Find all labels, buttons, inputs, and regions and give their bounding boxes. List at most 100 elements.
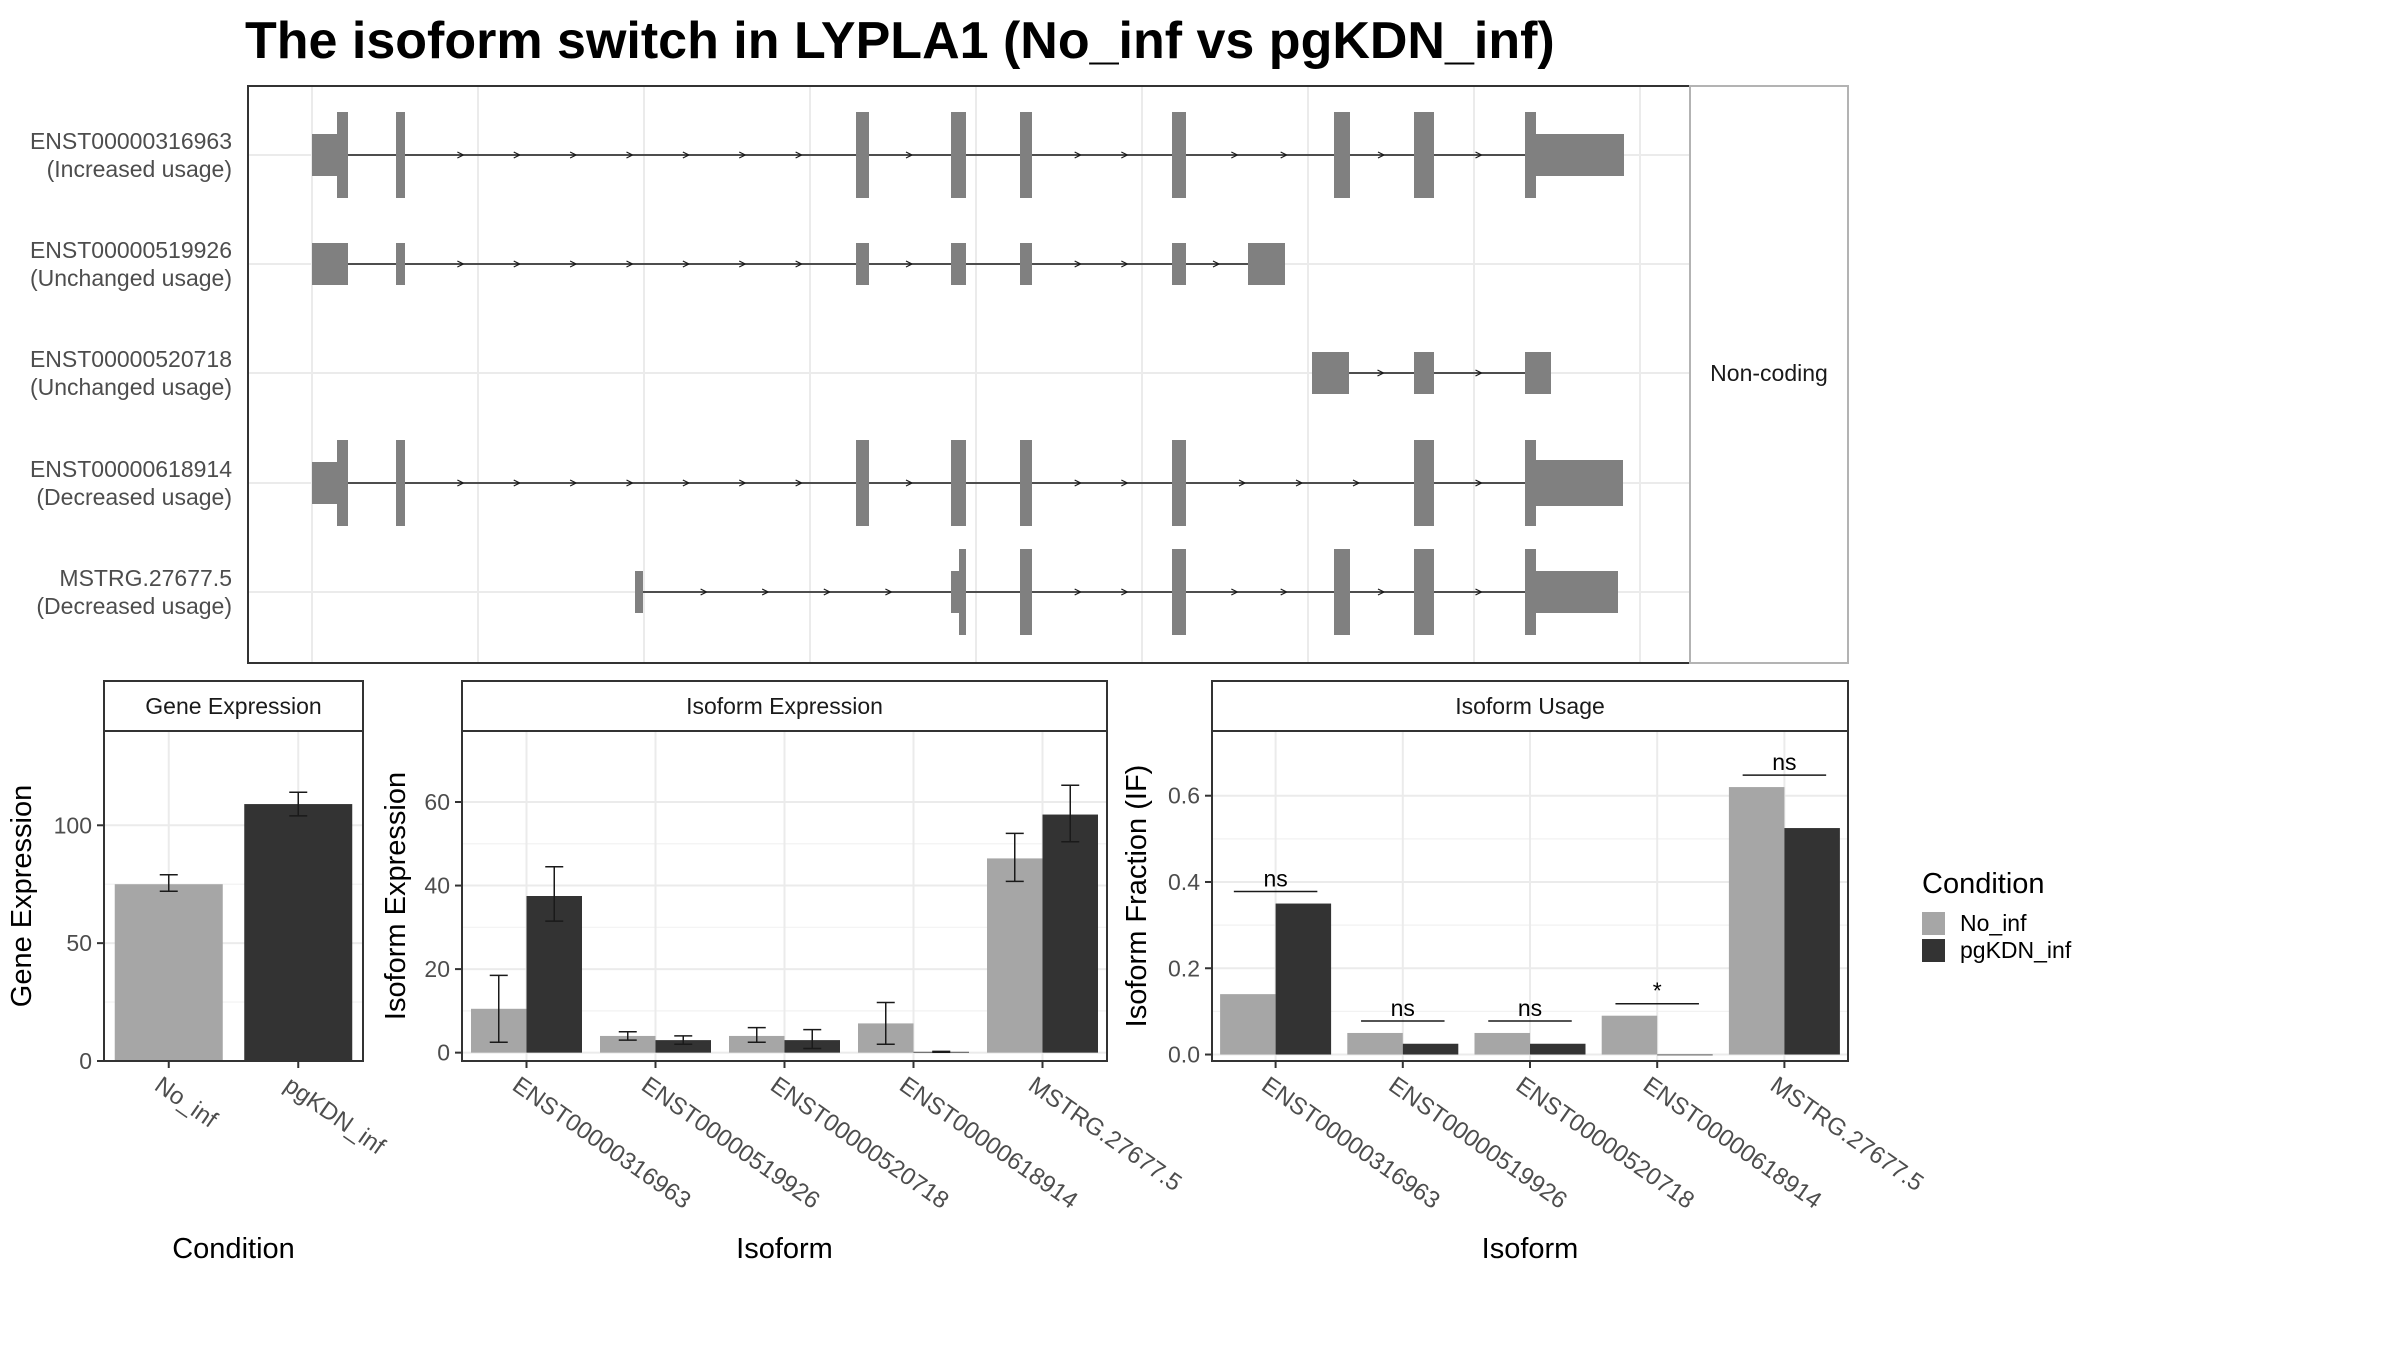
intron-direction-arrow xyxy=(738,260,747,268)
bar-No_inf xyxy=(987,858,1043,1053)
panel-strip-title: Isoform Expression xyxy=(686,693,883,719)
y-tick-label: 50 xyxy=(66,930,92,956)
bar-No_inf xyxy=(1347,1032,1403,1055)
intron-direction-arrow xyxy=(700,588,708,596)
bar-No_inf xyxy=(729,1035,785,1053)
exon-block xyxy=(951,112,966,198)
x-tick-label: pgKDN_inf xyxy=(279,1072,390,1161)
exon-block xyxy=(1414,352,1434,394)
intron-direction-arrow xyxy=(1074,588,1083,596)
exon-block xyxy=(1020,549,1032,635)
exon-block xyxy=(1525,112,1536,198)
x-axis-title: Isoform xyxy=(736,1233,833,1265)
bar-pgKDN_inf xyxy=(655,1040,711,1053)
significance-label: ns xyxy=(1391,995,1415,1021)
exon-block xyxy=(1525,352,1551,394)
y-tick-label: 100 xyxy=(54,812,92,838)
intron-direction-arrow xyxy=(795,260,803,268)
y-tick-label: 40 xyxy=(424,873,450,899)
exon-block xyxy=(1172,440,1186,526)
transcript-usage-label: (Decreased usage) xyxy=(36,593,232,619)
significance-label: ns xyxy=(1263,866,1287,892)
intron-direction-arrow xyxy=(682,260,691,268)
bar-pgKDN_inf xyxy=(1042,814,1098,1053)
exon-block xyxy=(312,134,337,176)
structure-plot-background xyxy=(248,86,1690,663)
y-tick-label: 0 xyxy=(79,1048,92,1074)
transcript-id-label: ENST00000520718 xyxy=(30,346,232,372)
intron-direction-arrow xyxy=(1377,369,1385,377)
intron-direction-arrow xyxy=(1212,260,1221,268)
intron-direction-arrow xyxy=(569,479,578,487)
strip-box-noncoding xyxy=(1689,85,1849,664)
transcript-usage-label: (Decreased usage) xyxy=(36,484,232,510)
intron-direction-arrow xyxy=(626,260,634,268)
bar-No_inf xyxy=(600,1035,656,1053)
intron-direction-arrow xyxy=(1238,479,1247,487)
y-tick-label: 0.2 xyxy=(1168,955,1200,981)
figure-title: The isoform switch in LYPLA1 (No_inf vs … xyxy=(245,12,1555,70)
exon-block xyxy=(1312,352,1349,394)
intron-direction-arrow xyxy=(885,588,893,596)
exon-block xyxy=(1525,549,1536,635)
y-tick-label: 0 xyxy=(437,1040,450,1066)
intron-direction-arrow xyxy=(457,260,465,268)
panel-strip-title: Gene Expression xyxy=(145,693,321,719)
x-tick-label: No_inf xyxy=(150,1072,223,1134)
intron-direction-arrow xyxy=(1121,151,1129,159)
legend-label: No_inf xyxy=(1960,910,2027,936)
exon-block xyxy=(337,440,348,526)
legend-swatch-No_inf xyxy=(1922,912,1945,935)
bar-pgKDN_inf xyxy=(1784,828,1840,1055)
intron-direction-arrow xyxy=(1475,151,1483,159)
panel-strip-title: Isoform Usage xyxy=(1455,693,1605,719)
bar-pgKDN_inf xyxy=(1657,1054,1713,1056)
intron-direction-arrow xyxy=(1475,369,1483,377)
panel-strip xyxy=(103,680,364,732)
intron-direction-arrow xyxy=(905,260,914,268)
bar-No_inf xyxy=(1220,994,1276,1055)
bar-pgKDN_inf xyxy=(1530,1043,1586,1055)
exon-block xyxy=(635,571,643,613)
y-tick-label: 0.0 xyxy=(1168,1042,1200,1068)
intron-direction-arrow xyxy=(738,479,747,487)
intron-direction-arrow xyxy=(1231,151,1239,159)
exon-block xyxy=(1020,112,1032,198)
intron-direction-arrow xyxy=(1280,588,1289,596)
intron-direction-arrow xyxy=(1352,479,1361,487)
bar-pgKDN_inf xyxy=(526,896,582,1053)
intron-direction-arrow xyxy=(1377,151,1386,159)
bar-pgKDN_inf xyxy=(1402,1043,1459,1055)
bar-pgKDN_inf xyxy=(244,804,353,1061)
exon-block xyxy=(1536,571,1618,613)
exon-block xyxy=(1525,440,1536,526)
y-tick-label: 20 xyxy=(424,956,450,982)
exon-block xyxy=(959,549,966,635)
transcript-usage-label: (Increased usage) xyxy=(47,156,232,182)
transcript-usage-label: (Unchanged usage) xyxy=(30,265,232,291)
intron-direction-arrow xyxy=(1475,479,1483,487)
exon-block xyxy=(1414,549,1434,635)
intron-direction-arrow xyxy=(905,151,914,159)
exon-block xyxy=(1172,243,1186,285)
transcript-id-label: ENST00000316963 xyxy=(30,128,232,154)
exon-block xyxy=(1414,112,1434,198)
x-axis-title: Condition xyxy=(172,1233,295,1265)
intron-direction-arrow xyxy=(1074,151,1083,159)
y-tick-label: 0.4 xyxy=(1168,869,1200,895)
transcript-id-label: ENST00000618914 xyxy=(30,456,232,482)
transcript-usage-label: (Unchanged usage) xyxy=(30,374,232,400)
exon-block xyxy=(1172,549,1186,635)
intron-direction-arrow xyxy=(1121,588,1129,596)
exon-block xyxy=(856,112,869,198)
intron-direction-arrow xyxy=(761,588,770,596)
exon-block xyxy=(337,112,348,198)
intron-direction-arrow xyxy=(457,479,465,487)
intron-direction-arrow xyxy=(795,479,803,487)
significance-label: * xyxy=(1653,978,1662,1004)
exon-block xyxy=(951,440,966,526)
legend-title: Condition xyxy=(1922,868,2045,900)
exon-block xyxy=(1020,243,1032,285)
